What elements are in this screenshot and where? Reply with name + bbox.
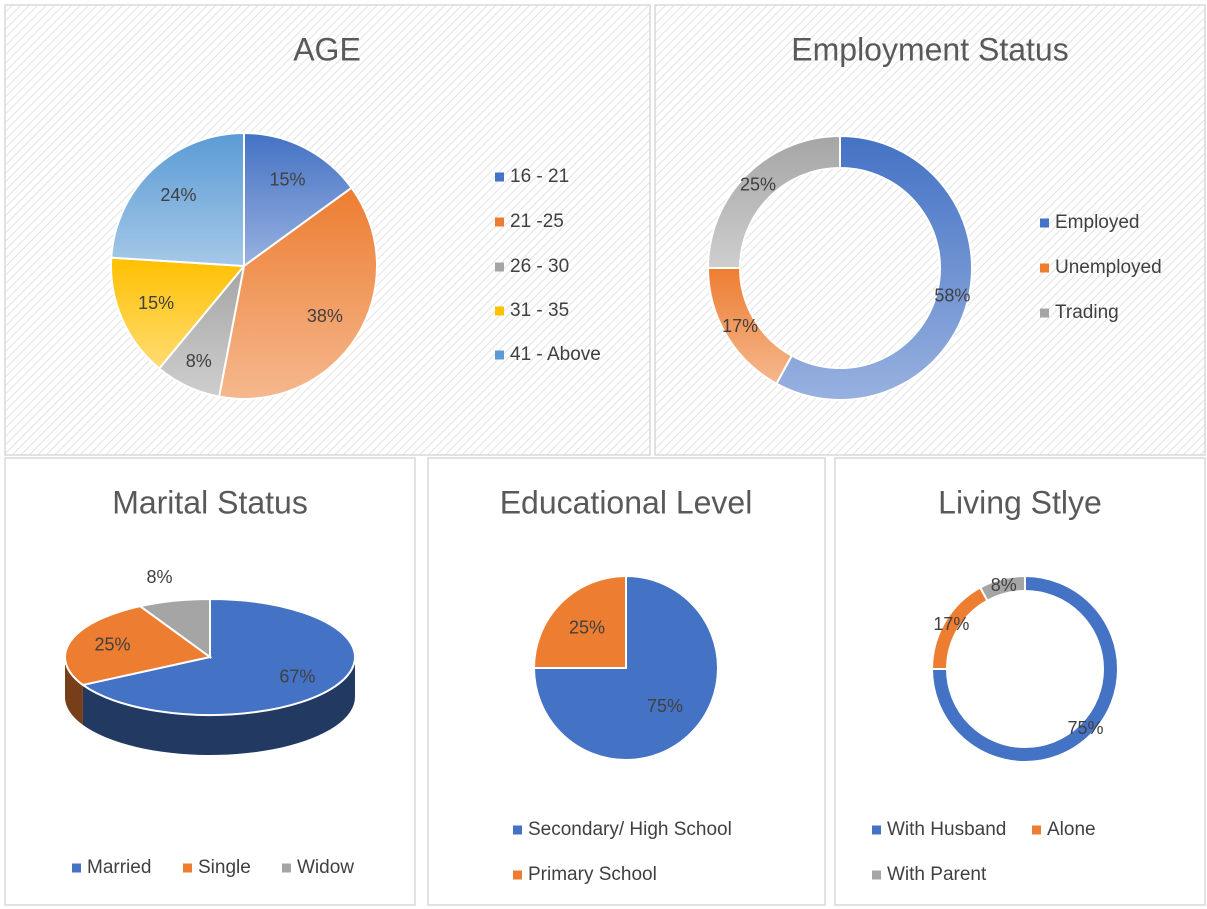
slice: [532, 574, 719, 761]
data-label: 75%: [647, 696, 683, 716]
legend-label: 16 - 21: [510, 166, 569, 187]
slice: [110, 131, 245, 268]
data-label: 25%: [569, 618, 605, 638]
legend-swatch: [495, 262, 504, 272]
slice-side: [82, 657, 355, 755]
legend-label: 41 - Above: [510, 344, 601, 365]
legend-swatch: [495, 172, 504, 182]
chart-panel: AGE 15% 38% 8% 15% 24% 16 - 21 21 -25 26 - 30 31 …: [4, 4, 651, 456]
legend-swatch: [495, 217, 504, 227]
chart-title: Marital Status: [112, 484, 308, 520]
legend-label: Widow: [297, 857, 354, 878]
chart-title: Educational Level: [500, 484, 753, 520]
legend-label: 26 - 30: [510, 256, 569, 277]
legend-label: 21 -25: [510, 211, 564, 232]
slice: [775, 134, 974, 401]
data-label: 38%: [307, 306, 343, 326]
legend-label: With Husband: [887, 819, 1006, 840]
chart-panel: Living Stlye 75% 17% 8% With Husband Alone Wit…: [834, 457, 1206, 906]
panel-background: [834, 457, 1206, 906]
legend-swatch: [1040, 218, 1049, 228]
data-label: 75%: [1067, 718, 1103, 738]
legend-label: Employed: [1055, 212, 1140, 233]
data-label: 17%: [722, 316, 758, 336]
legend-swatch: [872, 825, 881, 835]
legend-label: Single: [198, 857, 251, 878]
legend-swatch: [495, 350, 504, 360]
data-label: 58%: [934, 286, 970, 306]
slice: [80, 597, 356, 716]
legend-swatch: [872, 870, 881, 880]
legend-swatch: [1032, 825, 1041, 835]
data-label: 15%: [138, 293, 174, 313]
legend-swatch: [1040, 263, 1049, 273]
legend-label: Alone: [1047, 819, 1096, 840]
slice: [532, 574, 627, 669]
legend-swatch: [1040, 308, 1049, 318]
slice: [243, 131, 353, 268]
legend-label: Unemployed: [1055, 257, 1162, 278]
slice: [137, 597, 211, 659]
legend-label: Secondary/ High School: [528, 819, 732, 840]
data-label: 8%: [186, 351, 212, 371]
slice: [110, 256, 247, 370]
data-label: 25%: [95, 634, 131, 654]
legend-label: Primary School: [528, 864, 657, 885]
legend-label: 31 - 35: [510, 300, 569, 321]
data-label: 25%: [740, 175, 776, 195]
legend-swatch: [513, 870, 522, 880]
slice: [930, 574, 1119, 763]
legend-swatch: [513, 825, 522, 835]
legend-label: With Parent: [887, 864, 987, 885]
chart-title: Living Stlye: [938, 484, 1102, 520]
legend-label: Trading: [1055, 302, 1119, 323]
legend-swatch: [72, 863, 81, 873]
data-label: 8%: [991, 575, 1017, 595]
data-label: 17%: [933, 614, 969, 634]
slice: [217, 186, 378, 400]
legend-swatch: [183, 863, 192, 873]
data-label: 67%: [279, 666, 315, 686]
legend-swatch: [495, 306, 504, 316]
legend-label: Married: [87, 857, 151, 878]
chart-title: AGE: [293, 31, 361, 67]
data-label: 15%: [269, 169, 305, 189]
slice: [978, 574, 1026, 603]
chart-panel: Educational Level 75% 25% Secondary/ High S…: [427, 457, 826, 906]
slice: [706, 134, 841, 269]
chart-title: Employment Status: [791, 31, 1068, 67]
data-label: 8%: [147, 567, 173, 587]
chart-panel: Employment Status 58% 17% 25% Employed Unempl…: [654, 4, 1206, 456]
slice: [64, 605, 213, 687]
legend-swatch: [282, 863, 291, 873]
chart-panel: Marital Status 67% 25% 8% Married Single Widow: [4, 457, 416, 906]
data-label: 24%: [160, 185, 196, 205]
slice-side: [65, 657, 83, 725]
